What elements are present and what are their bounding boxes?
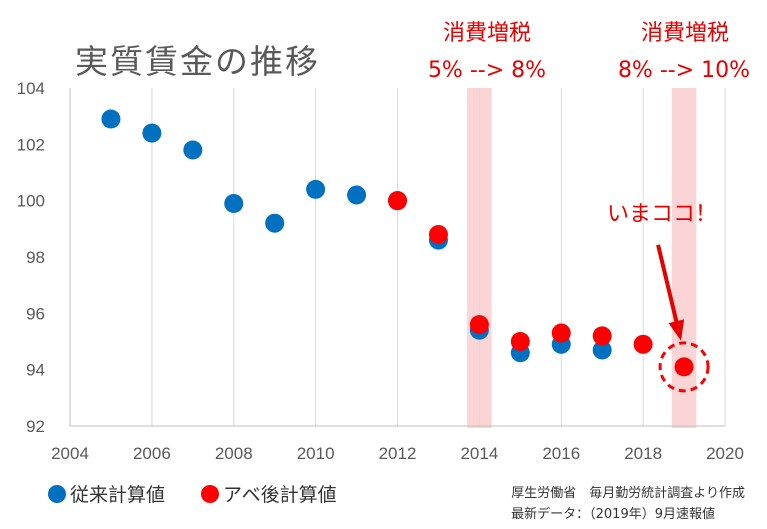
point-series-2-2015 (510, 332, 530, 351)
y-tick-92: 92 (26, 417, 45, 436)
highlight-band-2 (671, 88, 697, 428)
legend-label-series-1: 従来計算値 (70, 484, 165, 506)
legend-marker-series-1 (48, 485, 66, 503)
band1-label-top: 消費増税 (443, 21, 531, 46)
x-tick-2014: 2014 (460, 444, 498, 463)
band1-label-bottom: 5% --> 8% (428, 58, 546, 83)
y-tick-100: 100 (17, 192, 45, 211)
legend-label-series-2: アベ後計算値 (223, 484, 337, 506)
point-series-2-2017 (592, 326, 612, 346)
x-tick-2020: 2020 (706, 444, 744, 463)
y-tick-96: 96 (26, 304, 45, 323)
y-tick-104: 104 (17, 79, 45, 98)
band2-label-bottom: 8% --> 10% (618, 58, 750, 83)
x-tick-2018: 2018 (624, 444, 662, 463)
source-note-line-2: 最新データ：（2019年）9月速報値 (511, 506, 715, 522)
point-series-2-2012 (388, 191, 407, 211)
y-tick-102: 102 (17, 135, 45, 154)
callout-arrow (656, 244, 685, 341)
x-tick-2016: 2016 (542, 444, 580, 463)
x-tick-2004: 2004 (51, 444, 89, 463)
gridlines (151, 88, 726, 426)
chart-title: 実質賃金の推移 (75, 42, 320, 81)
callout-arrow-head (668, 319, 685, 341)
point-series-1-2008 (224, 193, 244, 213)
legend-marker-series-2 (201, 485, 219, 503)
y-tick-94: 94 (26, 361, 45, 380)
point-series-2-2014 (469, 315, 489, 335)
point-series-1-2009 (265, 213, 285, 233)
callout-label: いまココ！ (607, 202, 717, 227)
x-tick-2008: 2008 (215, 444, 253, 463)
point-series-2-2018 (633, 334, 653, 354)
x-tick-labels: 2004 2006 2008 2010 2012 2014 2016 2018 2020 (51, 444, 744, 463)
point-series-2-2019 (674, 357, 694, 377)
point-series-2-2013 (428, 224, 448, 244)
point-series-1-2006 (142, 123, 162, 143)
y-tick-98: 98 (26, 248, 45, 267)
x-tick-2012: 2012 (379, 444, 417, 463)
source-note-line-1: 厚生労働省 毎月勤労統計調査より作成 (511, 485, 745, 501)
point-series-2-2016 (551, 323, 571, 343)
y-tick-labels: 92 94 96 98 100 102 104 (17, 79, 45, 436)
point-series-1-2007 (183, 140, 203, 160)
legend: 従来計算値 アベ後計算値 (48, 484, 337, 506)
point-series-1-2005 (101, 109, 121, 129)
x-tick-2010: 2010 (297, 444, 335, 463)
point-series-1-2010 (306, 179, 326, 199)
data-points (101, 109, 694, 377)
x-tick-2006: 2006 (133, 444, 171, 463)
point-series-1-2017 (592, 340, 612, 360)
callout-ring (658, 341, 710, 393)
band2-label-top: 消費増税 (641, 21, 729, 46)
point-series-1-2011 (347, 185, 367, 205)
